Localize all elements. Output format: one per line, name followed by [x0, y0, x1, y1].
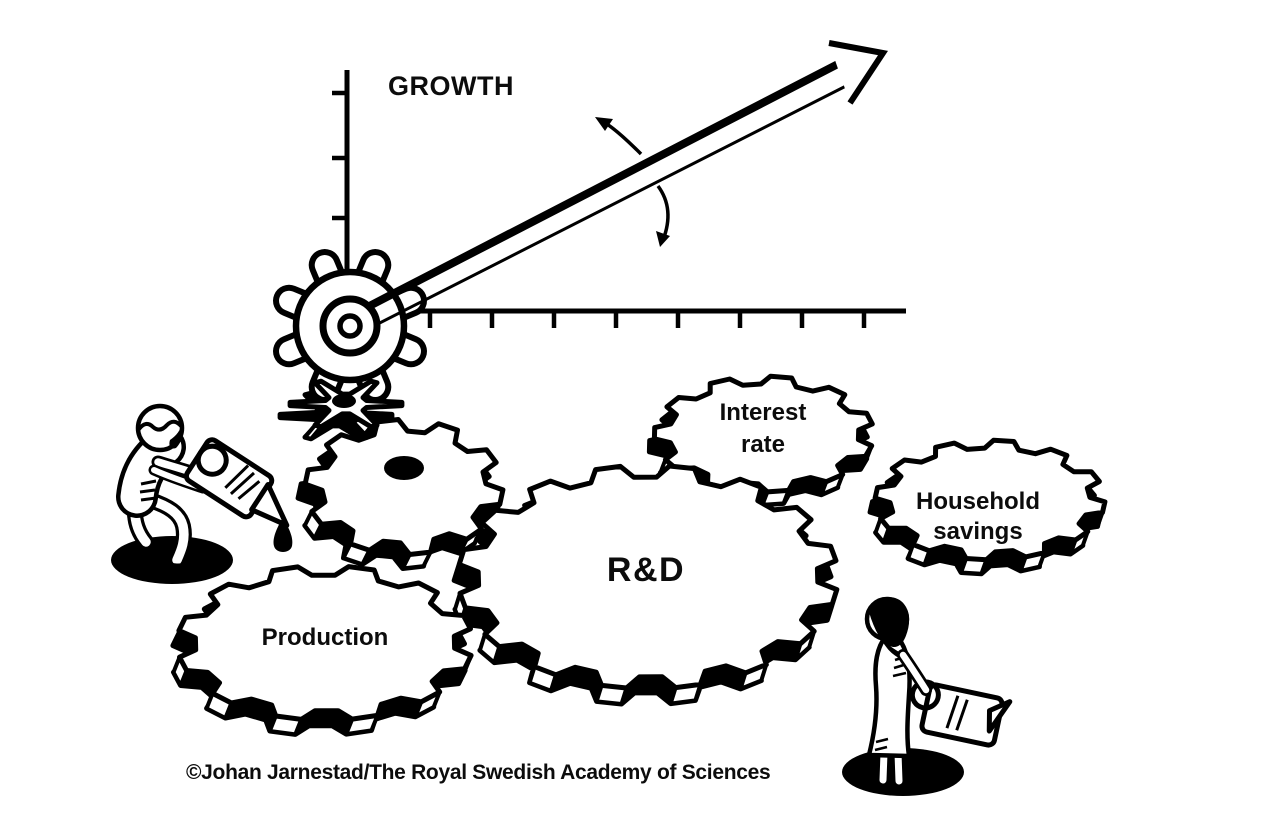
gear-hub: [384, 456, 424, 480]
household-savings-gear: [867, 437, 1108, 577]
watering-can-icon: [183, 437, 290, 528]
rotate-up-arrowhead-icon: [595, 117, 613, 131]
hair-back: [169, 423, 184, 449]
labels: GROWTH Interest rate Household savings R…: [186, 71, 1040, 784]
rotation-arrows: [595, 117, 670, 247]
rnd-gear: [451, 463, 840, 707]
production-gear: [170, 564, 474, 737]
household-savings-label-line1: Household: [916, 488, 1040, 515]
x-axis-ticks: [427, 311, 867, 328]
hem-stripes: [874, 737, 889, 752]
small-gear: [295, 417, 506, 571]
can-spout: [986, 699, 1013, 734]
foot: [888, 783, 912, 792]
hub-pin: [337, 313, 363, 339]
rotate-down-arc: [656, 184, 670, 241]
interest-rate-label-line2: rate: [741, 431, 785, 458]
interest-rate-gear: [646, 373, 875, 508]
rnd-label: R&D: [607, 551, 685, 589]
driver-gear-hub: [319, 295, 381, 357]
growth-arrow: [352, 40, 888, 336]
gear-face: [651, 373, 875, 495]
can-stripes: [945, 695, 969, 731]
clothing-stripes: [139, 479, 157, 502]
credit-line: ©Johan Jarnestad/The Royal Swedish Acade…: [186, 761, 770, 784]
arrow-shaft-top: [352, 60, 840, 318]
gear-hub: [332, 394, 356, 408]
star-gear: [277, 378, 405, 442]
person-watering-right: [842, 596, 1013, 796]
front-leg-fill: [145, 495, 189, 565]
can-handle: [195, 443, 229, 477]
rotate-down-arrowhead-icon: [656, 231, 670, 247]
household-savings-label-line2: savings: [933, 518, 1022, 545]
watering-can-icon: [909, 679, 1013, 748]
foot: [163, 560, 191, 570]
arrow-shaft-bottom: [357, 84, 847, 336]
arrow-head-icon: [828, 40, 888, 105]
can-stripes: [224, 464, 261, 500]
person-watering-left: [111, 403, 293, 584]
gear-face: [456, 463, 840, 691]
gear-face: [872, 437, 1108, 563]
water-drop-icon: [273, 517, 293, 552]
hair-ponytail: [869, 597, 917, 666]
hair-fringe: [137, 419, 183, 432]
interest-rate-label-line1: Interest: [720, 399, 807, 426]
gear-face: [176, 564, 474, 722]
arm-fill: [899, 651, 930, 694]
production-label: Production: [262, 624, 389, 651]
can-spout: [249, 482, 290, 528]
growth-axis-label: GROWTH: [388, 71, 514, 101]
gear-face: [302, 417, 506, 557]
